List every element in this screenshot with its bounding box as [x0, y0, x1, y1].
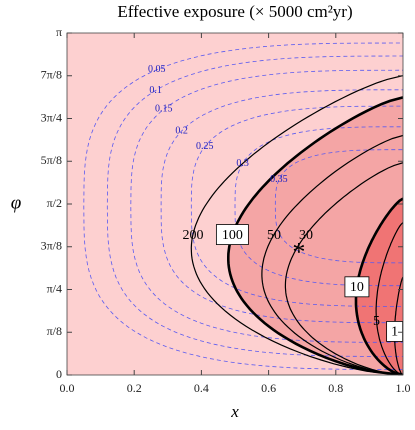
y-tick-label: π [56, 25, 62, 39]
y-tick-label: π/4 [47, 281, 62, 295]
contour-label: 200 [182, 228, 203, 243]
contour-label: 10 [350, 280, 364, 295]
label-box [344, 276, 370, 298]
dashed-contour [190, 105, 403, 307]
x-tick-label: 0.4 [194, 381, 209, 395]
x-axis-label: x [230, 402, 239, 421]
y-tick-label: 7π/8 [41, 68, 62, 82]
y-axis-label: φ [11, 192, 22, 213]
y-tick-label: 3π/4 [41, 110, 62, 124]
contour-label: 0.25 [196, 141, 214, 152]
x-tick-label: 1.0 [396, 381, 411, 395]
x-tick-label: 0.8 [328, 381, 343, 395]
contour-label: 50 [267, 228, 281, 243]
solid-contour [190, 75, 403, 375]
y-tick-label: 3π/8 [41, 239, 62, 253]
contour-label: 30 [299, 228, 313, 243]
dashed-contour [83, 42, 403, 371]
contour-label: 1 [391, 325, 398, 340]
x-tick-label: 0.0 [60, 381, 75, 395]
contour-label: 0.05 [148, 64, 166, 75]
dashed-contour [106, 55, 403, 357]
y-tick-label: π/2 [47, 196, 62, 210]
solid-contour [261, 134, 403, 375]
contour-label: 0.3 [236, 158, 249, 169]
chart-title: Effective exposure (× 5000 cm²yr) [117, 2, 352, 21]
contour-label: 0.2 [175, 125, 188, 136]
contour-label: 100 [222, 228, 243, 243]
contour-label: 0.15 [155, 104, 173, 115]
contour-label: 5 [373, 314, 380, 329]
plot-area [67, 33, 403, 375]
x-tick-label: 0.2 [127, 381, 142, 395]
x-tick-label: 0.6 [261, 381, 276, 395]
contour-label: 0.35 [270, 174, 288, 185]
solid-contour [375, 222, 403, 375]
marker: * [292, 238, 305, 267]
label-box [215, 224, 249, 245]
y-tick-label: 5π/8 [41, 153, 62, 167]
y-tick-label: π/8 [47, 324, 62, 338]
y-tick-label: 0 [56, 367, 62, 381]
contour-label: 0.1 [149, 85, 162, 96]
dashed-contour [234, 126, 403, 287]
solid-contour [284, 162, 403, 375]
